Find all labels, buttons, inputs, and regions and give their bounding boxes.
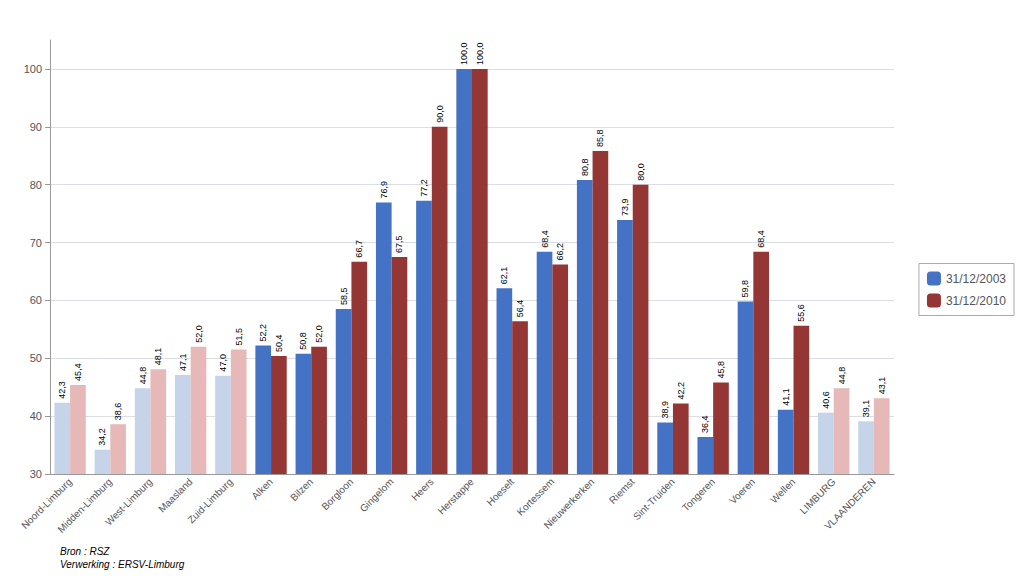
svg-text:VLAANDEREN: VLAANDEREN <box>822 476 878 532</box>
svg-text:100,0: 100,0 <box>475 42 485 65</box>
svg-text:31/12/2003: 31/12/2003 <box>946 272 1006 286</box>
svg-text:52,2: 52,2 <box>258 324 268 342</box>
svg-text:60: 60 <box>30 294 42 306</box>
svg-text:48,1: 48,1 <box>153 348 163 366</box>
svg-text:56,4: 56,4 <box>515 300 525 318</box>
svg-text:Voeren: Voeren <box>727 476 757 506</box>
svg-text:80,8: 80,8 <box>580 159 590 177</box>
svg-text:52,0: 52,0 <box>194 325 204 343</box>
svg-text:62,1: 62,1 <box>499 267 509 285</box>
svg-text:30: 30 <box>30 468 42 480</box>
svg-text:Alken: Alken <box>249 476 274 501</box>
svg-text:Heers: Heers <box>409 476 436 503</box>
svg-text:76,9: 76,9 <box>379 181 389 199</box>
svg-text:59,8: 59,8 <box>740 280 750 298</box>
svg-text:47,1: 47,1 <box>178 354 188 372</box>
svg-text:LIMBURG: LIMBURG <box>798 476 838 516</box>
svg-text:77,2: 77,2 <box>419 179 429 197</box>
svg-text:68,4: 68,4 <box>540 230 550 248</box>
svg-text:Tongeren: Tongeren <box>680 476 717 513</box>
svg-text:39,1: 39,1 <box>861 400 871 418</box>
svg-text:45,8: 45,8 <box>716 361 726 379</box>
svg-text:Maasland: Maasland <box>156 476 194 514</box>
svg-text:40: 40 <box>30 410 42 422</box>
svg-text:41,1: 41,1 <box>781 388 791 406</box>
svg-text:40,6: 40,6 <box>821 391 831 409</box>
svg-text:50,4: 50,4 <box>274 334 284 352</box>
svg-text:38,6: 38,6 <box>113 403 123 421</box>
svg-text:31/12/2010: 31/12/2010 <box>946 294 1006 308</box>
svg-text:44,8: 44,8 <box>138 367 148 385</box>
svg-text:Riemst: Riemst <box>607 476 637 506</box>
svg-text:Midden-Limburg: Midden-Limburg <box>55 476 114 535</box>
svg-text:Nieuwerkerken: Nieuwerkerken <box>542 476 597 531</box>
svg-text:100,0: 100,0 <box>459 42 469 65</box>
svg-text:67,5: 67,5 <box>394 235 404 253</box>
svg-text:Sint-Truiden: Sint-Truiden <box>631 476 677 522</box>
svg-text:80: 80 <box>30 179 42 191</box>
svg-text:West-Limburg: West-Limburg <box>103 476 155 528</box>
svg-text:55,6: 55,6 <box>796 304 806 322</box>
svg-text:73,9: 73,9 <box>620 198 630 216</box>
svg-text:45,4: 45,4 <box>73 363 83 381</box>
svg-text:68,4: 68,4 <box>756 230 766 248</box>
svg-text:Wellen: Wellen <box>768 476 797 505</box>
svg-text:Kortessem: Kortessem <box>515 476 557 518</box>
svg-text:42,3: 42,3 <box>57 381 67 399</box>
svg-text:66,2: 66,2 <box>555 243 565 261</box>
svg-text:34,2: 34,2 <box>97 428 107 446</box>
svg-text:36,4: 36,4 <box>700 415 710 433</box>
svg-text:Zuid-Limburg: Zuid-Limburg <box>185 476 234 525</box>
svg-text:38,9: 38,9 <box>660 401 670 419</box>
svg-text:50,8: 50,8 <box>298 332 308 350</box>
svg-text:42,2: 42,2 <box>676 382 686 400</box>
svg-text:Herstappe: Herstappe <box>436 476 477 517</box>
svg-text:52,0: 52,0 <box>314 325 324 343</box>
svg-text:44,8: 44,8 <box>837 367 847 385</box>
svg-text:Bron : RSZ: Bron : RSZ <box>60 546 110 557</box>
svg-text:100: 100 <box>24 63 42 75</box>
svg-text:Bilzen: Bilzen <box>288 476 315 503</box>
svg-text:Borgloon: Borgloon <box>319 476 355 512</box>
svg-text:90,0: 90,0 <box>435 105 445 123</box>
svg-text:47,0: 47,0 <box>218 354 228 372</box>
svg-text:85,8: 85,8 <box>595 130 605 148</box>
svg-text:66,7: 66,7 <box>354 240 364 258</box>
svg-text:51,5: 51,5 <box>234 328 244 346</box>
svg-text:50: 50 <box>30 352 42 364</box>
svg-text:Noord-Limburg: Noord-Limburg <box>19 476 74 531</box>
svg-text:Hoeselt: Hoeselt <box>484 476 516 508</box>
svg-text:80,0: 80,0 <box>636 163 646 181</box>
svg-text:58,5: 58,5 <box>339 288 349 306</box>
svg-text:43,1: 43,1 <box>877 377 887 395</box>
svg-text:90: 90 <box>30 121 42 133</box>
svg-text:70: 70 <box>30 237 42 249</box>
svg-text:Verwerking : ERSV-Limburg: Verwerking : ERSV-Limburg <box>60 559 185 570</box>
svg-text:Gingelom: Gingelom <box>358 476 396 514</box>
